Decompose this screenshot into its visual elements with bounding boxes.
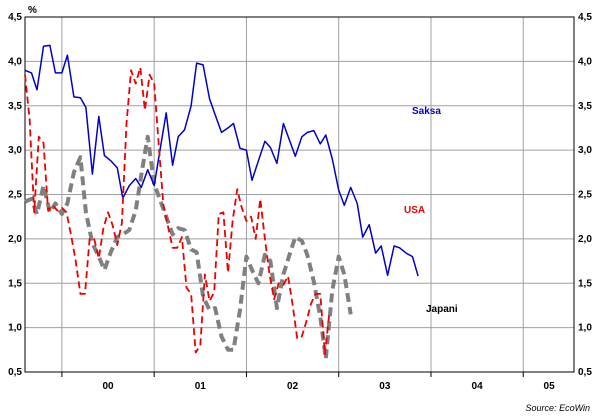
y-tick-label-right: 2,5: [578, 190, 592, 201]
series-line-saksa: [24, 44, 419, 277]
x-tick-label: 03: [379, 381, 391, 392]
x-tick-label: 02: [287, 381, 299, 392]
plot-area-frame: [24, 16, 575, 373]
y-tick-label-left: 1,0: [8, 323, 22, 334]
y-tick-label-right: 3,5: [578, 101, 592, 112]
x-tick-label: 00: [102, 381, 114, 392]
x-axis: 00 01 02 03 04 05: [61, 372, 556, 392]
y-tick-label-left: 1,5: [8, 278, 22, 289]
series-label-usa: USA: [404, 205, 425, 216]
series-line-japani: [24, 134, 353, 361]
series-label-japani: Japani: [426, 304, 458, 315]
y-tick-label-right: 1,5: [578, 278, 592, 289]
y-tick-label-left: 2,0: [8, 234, 22, 245]
series-lines: [24, 44, 419, 361]
y-tick-label-left: 4,5: [8, 12, 22, 23]
y-unit-label: %: [28, 5, 37, 16]
y-tick-label-right: 2,0: [578, 234, 592, 245]
y-tick-label-right: 4,0: [578, 56, 592, 67]
series-label-saksa: Saksa: [412, 106, 441, 117]
gridlines: [25, 16, 574, 373]
series-line-usa: [24, 66, 331, 356]
y-tick-label-left: 0,5: [8, 367, 22, 378]
x-tick-label: 04: [472, 381, 484, 392]
y-axis-right: 0,5 1,0 1,5 2,0 2,5 3,0 3,5 4,0 4,5: [578, 12, 592, 378]
x-tick-label: 01: [195, 381, 207, 392]
source-note: Source: EcoWin: [526, 403, 590, 413]
y-tick-label-left: 3,0: [8, 145, 22, 156]
x-tick-label: 05: [544, 381, 556, 392]
y-tick-label-right: 4,5: [578, 12, 592, 23]
y-tick-label-right: 0,5: [578, 367, 592, 378]
y-tick-label-left: 4,0: [8, 56, 22, 67]
y-tick-label-left: 2,5: [8, 190, 22, 201]
y-tick-label-right: 3,0: [578, 145, 592, 156]
y-axis-left: 0,5 1,0 1,5 2,0 2,5 3,0 3,5 4,0 4,5: [8, 12, 22, 378]
y-tick-label-left: 3,5: [8, 101, 22, 112]
y-tick-label-right: 1,0: [578, 323, 592, 334]
